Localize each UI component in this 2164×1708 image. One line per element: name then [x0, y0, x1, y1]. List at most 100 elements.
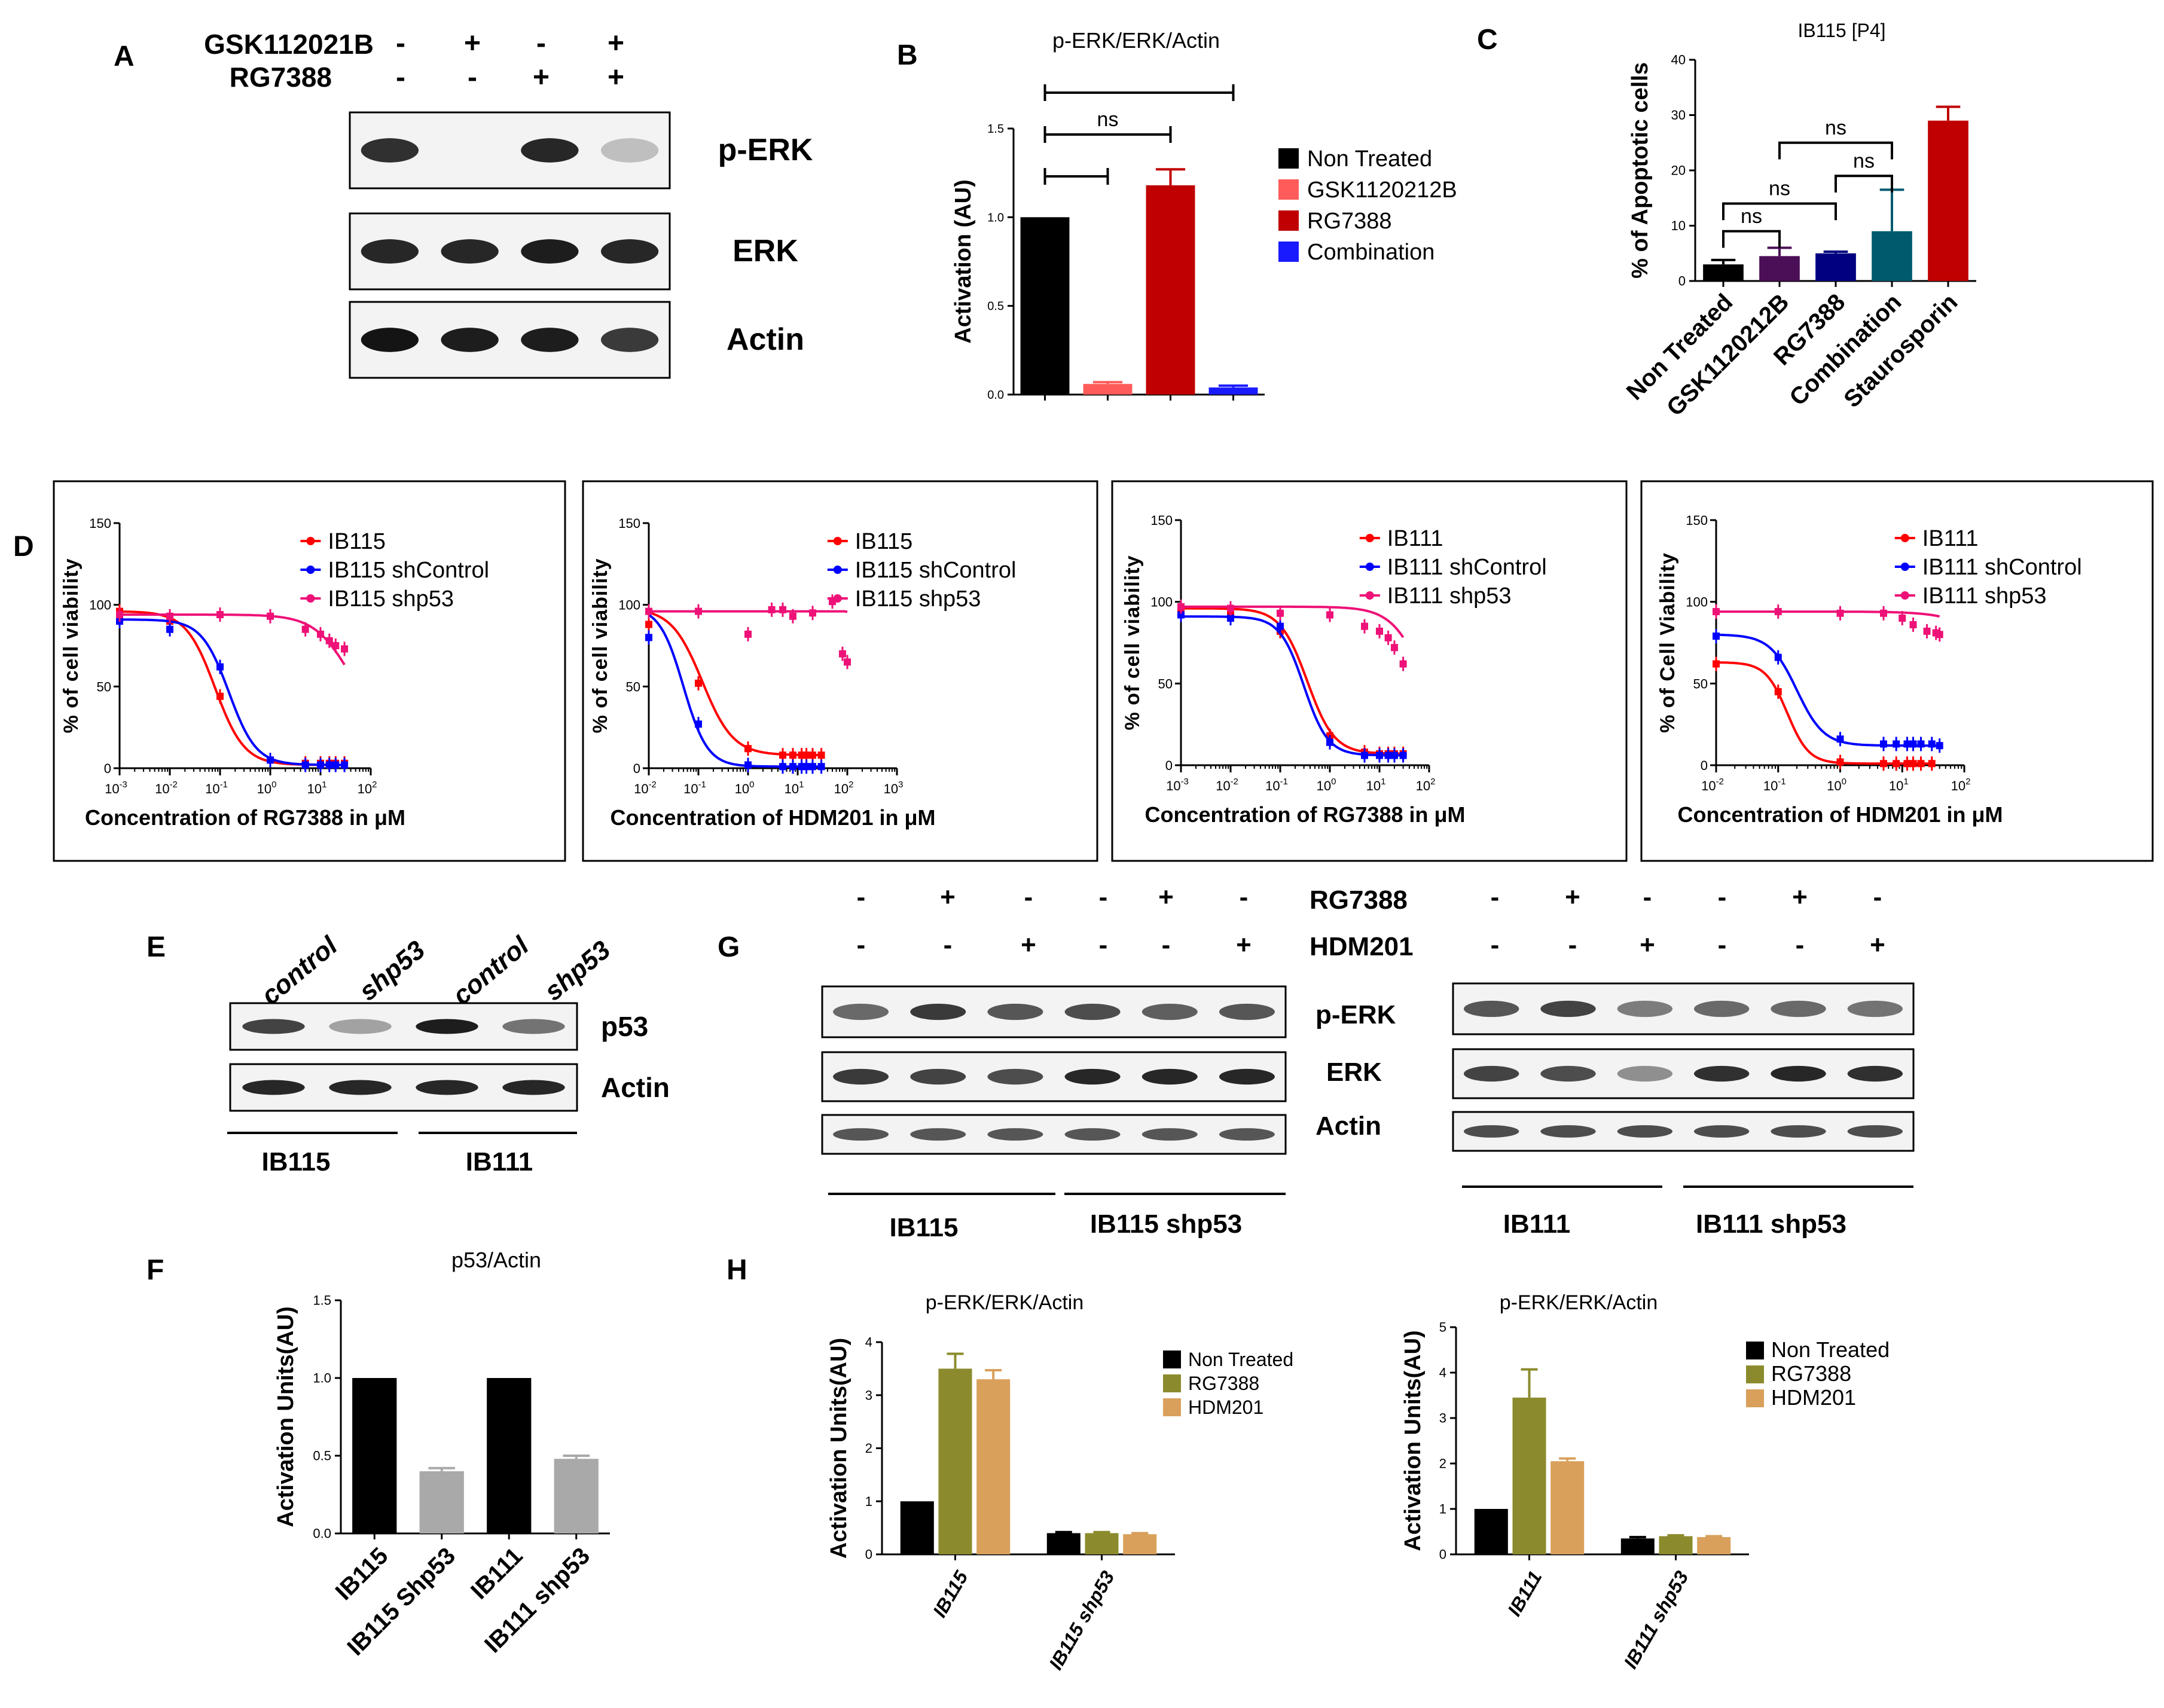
H1-legend-label-2: HDM201 [1188, 1397, 1263, 1418]
H1-ytick-label: 0 [865, 1547, 872, 1562]
panel-e-blot-0 [229, 1002, 578, 1051]
B-bar-2 [1146, 185, 1195, 395]
D2-xtick-base: 10 [634, 781, 648, 796]
B-legend-swatch-2 [1278, 210, 1299, 231]
H1-ylabel: Activation Units(AU) [826, 1338, 851, 1559]
C-bar-2 [1815, 253, 1856, 281]
panel-d1-frame [53, 480, 566, 862]
panel-g-sign: - [857, 930, 866, 960]
D4-curve-0 [1716, 661, 1932, 765]
panel-g-right-blot-0-band-0 [1463, 1000, 1519, 1018]
C-sig-bracket-1 [1722, 202, 1837, 221]
panel-g-right-blot-0-band-3 [1693, 1000, 1750, 1018]
panel-g-blot-label-0: p-ERK [1316, 1000, 1396, 1029]
C-sig-bracket-3 [1778, 141, 1893, 160]
panel-g-left-blot-1-frame [821, 1051, 1287, 1102]
panel-a-blot-1-band-0 [361, 239, 419, 264]
D2-point-0-4 [789, 751, 796, 759]
D3-point-2-0 [1177, 603, 1185, 610]
H2-ytick-label: 1 [1439, 1502, 1446, 1517]
D2-legend-label-1: IB115 shControl [855, 558, 1017, 583]
D2-point-2-0 [645, 607, 652, 615]
D1-xtick-base: 10 [358, 781, 372, 796]
panel-e-lane-label: control [447, 931, 535, 1011]
D3-point-1-6 [1384, 751, 1392, 759]
H1-bar-2-1 [1123, 1534, 1157, 1554]
F-ylabel: Activation Units(AU) [273, 1306, 298, 1527]
H2-bar-1-1 [1659, 1536, 1693, 1554]
D4-xtick-label: 100 [1827, 777, 1846, 793]
panel-g-right-blot-2-band-0 [1463, 1125, 1519, 1138]
panel-a-sign: + [464, 28, 481, 59]
D2-legend-label-2: IB115 shp53 [855, 586, 981, 612]
D2-xtick-label: 10-2 [634, 780, 657, 796]
panel-a-blot-1-band-3 [600, 239, 659, 264]
panel-g-sign: + [940, 882, 956, 912]
D4-point-1-8 [1928, 740, 1936, 748]
D2-legend-marker-0 [833, 537, 842, 545]
panel-g-sign: - [944, 930, 953, 960]
C-ytick-label: 40 [1671, 53, 1686, 68]
panel-g-sign: - [1240, 882, 1249, 912]
F-bar-3 [554, 1459, 599, 1533]
D1-curve-2 [120, 613, 346, 665]
D2-point-0-6 [802, 751, 810, 759]
D1-point-2-0 [116, 611, 123, 619]
panel-g-left-blot-0-frame [821, 985, 1287, 1038]
D4-point-1-9 [1936, 742, 1943, 750]
panel-e-blot-label-1: Actin [601, 1072, 670, 1103]
D3-point-1-5 [1376, 751, 1383, 759]
D2-point-0-3 [779, 751, 787, 759]
D1-point-1-4 [301, 761, 309, 769]
D3-ytick-label: 150 [1150, 513, 1173, 528]
D4-point-2-1 [1774, 608, 1782, 616]
panel-letter-f: F [146, 1254, 164, 1286]
D3-ytick-label: 0 [1165, 758, 1173, 773]
H2-bar-0-1 [1620, 1538, 1655, 1554]
panel-letter-g: G [718, 931, 740, 963]
B-bar-1 [1083, 384, 1133, 395]
panel-g-sign: - [1643, 882, 1652, 912]
D3-point-1-2 [1277, 622, 1284, 630]
D4-point-0-7 [1917, 760, 1925, 768]
panel-g-sign: - [1718, 930, 1727, 960]
H2-bar-2-1 [1697, 1537, 1731, 1554]
D3-point-2-8 [1399, 660, 1407, 668]
F-ytick-label: 1.5 [313, 1293, 331, 1308]
panel-g-left-group-1: IB115 shp53 [1090, 1209, 1242, 1239]
D1-xtick-base: 10 [205, 781, 219, 796]
D2-point-1-1 [695, 720, 702, 728]
D3-xtick-exponent: -3 [1181, 777, 1189, 787]
D4-point-1-4 [1893, 740, 1900, 748]
panel-a-treatment-label-0: GSK112021B [204, 29, 374, 60]
panel-g-right-blot-0-band-4 [1771, 1000, 1826, 1018]
B-legend-swatch-3 [1278, 242, 1299, 262]
D3-xtick-base: 10 [1216, 778, 1230, 793]
panel-g-sign: - [1162, 930, 1171, 960]
panel-g-left-blot-2-band-5 [1219, 1128, 1275, 1141]
D2-point-2-6 [808, 609, 816, 617]
panel-a-sign: - [536, 28, 546, 59]
D4-point-0-6 [1909, 760, 1917, 768]
D2-point-0-7 [808, 751, 816, 759]
D2-xtick-label: 102 [834, 780, 854, 796]
D2-legend-marker-2 [833, 594, 842, 603]
H2-ytick-label: 2 [1439, 1456, 1446, 1471]
B-sig-bracket-2 [1043, 168, 1109, 185]
D4-xtick-label: 102 [1951, 777, 1971, 793]
D1-xtick-label: 100 [257, 780, 277, 796]
panel-g-sign: - [1099, 930, 1108, 960]
D3-xtick-exponent: 1 [1381, 777, 1385, 787]
C-bar-1 [1759, 256, 1800, 281]
B-legend-label-3: Combination [1307, 240, 1434, 265]
D2-ytick-label: 50 [626, 679, 640, 694]
panel-g-right-blot-2 [1452, 1111, 1915, 1152]
B-bar-3 [1208, 387, 1258, 395]
D2-xtick-label: 103 [884, 780, 904, 796]
D2-xtick-exponent: 0 [749, 780, 754, 790]
D3-xtick-base: 10 [1166, 778, 1180, 793]
D3-xtick-exponent: -1 [1280, 777, 1288, 787]
panel-g-left-blot-1 [821, 1051, 1287, 1102]
H1-bar-1-0 [938, 1368, 972, 1554]
D2-point-2-9 [844, 658, 851, 666]
